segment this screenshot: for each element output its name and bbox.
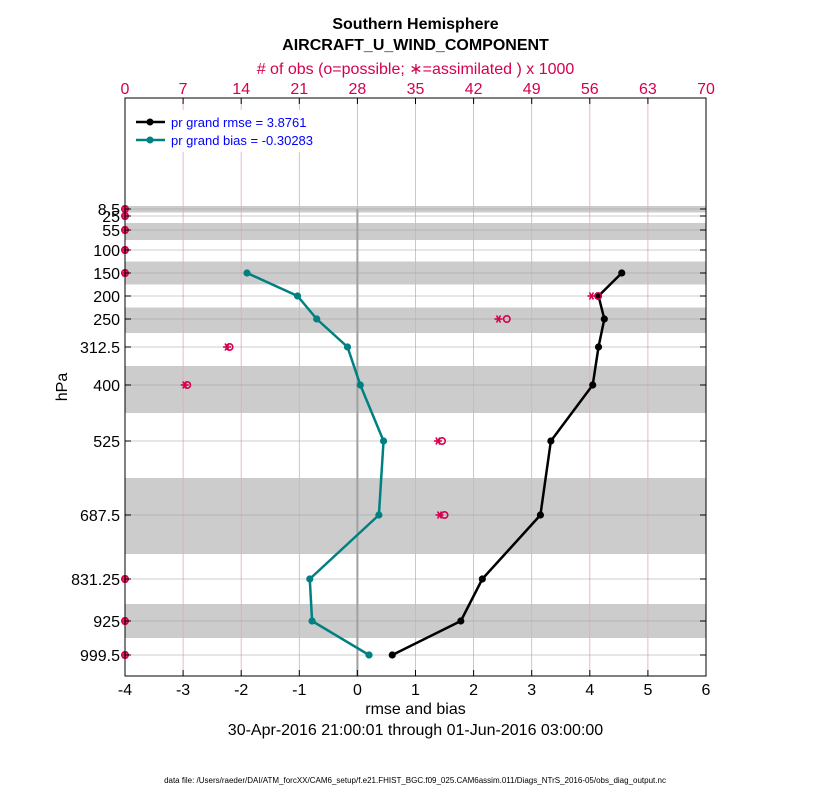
rmse-point-999_5 — [388, 651, 396, 659]
top-tick-label-28: 28 — [349, 81, 367, 98]
legend-bias-marker — [146, 136, 154, 144]
top-axis-label: # of obs (o=possible; ∗=assimilated ) x … — [257, 61, 575, 78]
y-tick-label-312.5: 312.5 — [80, 340, 120, 357]
obs-assimilated-stroke — [224, 343, 230, 351]
x-tick-label--1: -1 — [292, 682, 306, 699]
obs-assimilated-stroke — [436, 511, 443, 519]
obs-assimilated-stroke — [495, 315, 502, 323]
y-tick-label-200: 200 — [93, 289, 120, 306]
y-tick-label-150: 150 — [93, 266, 120, 283]
x-tick-label--4: -4 — [118, 682, 132, 699]
x-tick-label-2: 2 — [469, 682, 478, 699]
bias-point-200 — [293, 292, 302, 300]
x-tick-label-6: 6 — [702, 682, 711, 699]
rmse-line — [391, 272, 623, 657]
top-tick-label-35: 35 — [407, 81, 425, 98]
bias-point-250 — [313, 315, 321, 323]
obs-assimilated-250 — [494, 315, 503, 323]
bias-point-400 — [356, 381, 364, 389]
rmse-point-400 — [589, 381, 597, 389]
x-tick-label-1: 1 — [411, 682, 420, 699]
series-layer — [243, 269, 626, 659]
x-tick-label--2: -2 — [234, 682, 248, 699]
rmse-point-150 — [618, 269, 626, 277]
obs-assimilated-687_5 — [435, 511, 444, 519]
legend-rmse-label: pr grand rmse = 3.8761 — [171, 115, 307, 130]
obs-assimilated-312_5 — [223, 343, 232, 351]
y-tick-label-400: 400 — [93, 378, 120, 395]
y-tick-label-999.5: 999.5 — [80, 648, 120, 665]
y-tick-label-831.25: 831.25 — [71, 572, 120, 589]
x-axis-label: rmse and bias — [365, 701, 466, 718]
x-tick-label-3: 3 — [527, 682, 536, 699]
y-tick-label-250: 250 — [93, 312, 120, 329]
y-tick-label-925: 925 — [93, 614, 120, 631]
chart-title: Southern Hemisphere — [332, 16, 498, 33]
x-tick-label--3: -3 — [176, 682, 190, 699]
y-tick-label-100: 100 — [93, 243, 120, 260]
rmse-point-687_5 — [536, 511, 545, 519]
y-tick-label-687.5: 687.5 — [80, 508, 120, 525]
legend-box — [130, 110, 332, 152]
obs-assimilated-400 — [180, 381, 189, 389]
top-tick-label-0: 0 — [121, 81, 130, 98]
bias-point-312_5 — [343, 343, 352, 351]
date-range: 30-Apr-2016 21:00:01 through 01-Jun-2016… — [228, 722, 604, 739]
top-tick-label-14: 14 — [232, 81, 250, 98]
obs-possible-250 — [502, 314, 511, 323]
obs-assimilated-525 — [433, 437, 442, 445]
bias-point-687_5 — [375, 511, 383, 519]
rmse-point-831_25 — [478, 575, 486, 583]
rmse-point-312_5 — [594, 343, 603, 351]
top-tick-label-70: 70 — [697, 81, 715, 98]
bias-point-525 — [379, 437, 388, 445]
obs-assimilated-stroke — [182, 381, 188, 389]
top-tick-label-21: 21 — [290, 81, 308, 98]
rmse-point-250 — [600, 315, 608, 323]
y-axis-label: hPa — [54, 373, 71, 402]
obs-assimilated-200 — [587, 292, 596, 300]
x-tick-label-5: 5 — [643, 682, 652, 699]
rmse-point-525 — [547, 437, 555, 445]
chart-subtitle: AIRCRAFT_U_WIND_COMPONENT — [282, 37, 549, 54]
y-tick-label-25: 25 — [102, 209, 120, 226]
x-tick-label-4: 4 — [585, 682, 594, 699]
level-gridlines — [125, 208, 706, 656]
bias-point-925 — [308, 617, 316, 625]
bias-point-831_25 — [306, 575, 314, 583]
top-tick-label-7: 7 — [179, 81, 188, 98]
legend: pr grand rmse = 3.8761 pr grand bias = -… — [130, 110, 332, 152]
top-tick-label-42: 42 — [465, 81, 483, 98]
bias-point-150 — [243, 269, 251, 277]
y-tick-label-525: 525 — [93, 434, 120, 451]
y-tick-label-55: 55 — [102, 223, 120, 240]
bias-line — [246, 271, 385, 657]
x-tick-label-0: 0 — [353, 682, 362, 699]
obs-assimilated-stroke — [435, 437, 441, 445]
top-tick-label-49: 49 — [523, 81, 541, 98]
data-file-footer: data file: /Users/raeder/DAI/ATM_forcXX/… — [164, 776, 666, 785]
top-tick-label-63: 63 — [639, 81, 657, 98]
y-tick-label-8.5: 8.5 — [98, 202, 120, 219]
rmse-point-925 — [457, 617, 465, 625]
legend-bias-label: pr grand bias = -0.30283 — [171, 133, 313, 148]
axis-ticks: -4 -3 -2 -1 0 1 2 3 4 5 60 7 14 21 28 35 42 49 56 63 708.525… — [71, 81, 715, 699]
top-tick-label-56: 56 — [581, 81, 599, 98]
bias-point-999_5 — [365, 651, 373, 659]
legend-rmse-marker — [146, 118, 154, 126]
obs-assimilated-stroke — [588, 292, 595, 300]
